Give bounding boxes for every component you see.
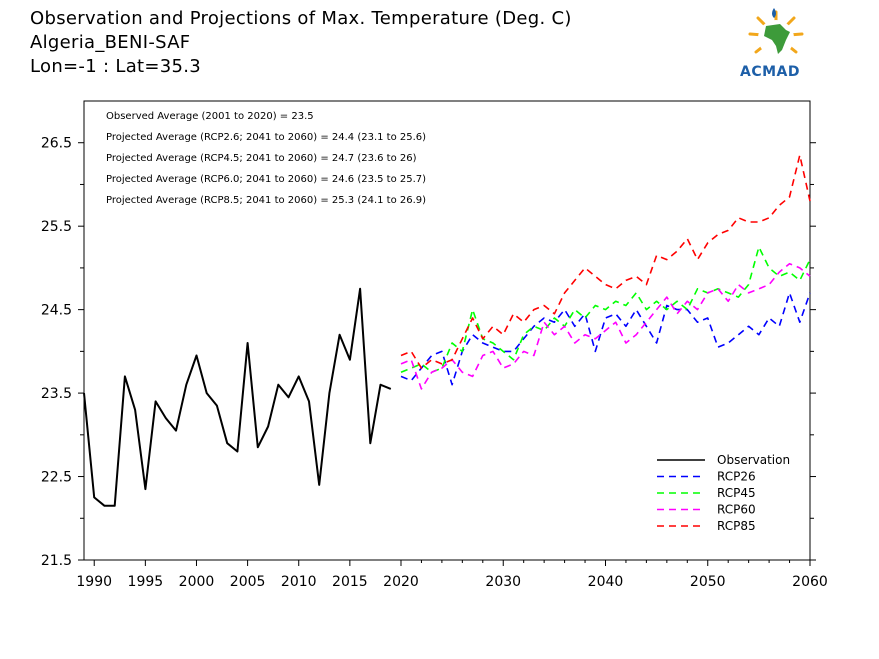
stat-line-2: Projected Average (RCP4.5; 2041 to 2060)… xyxy=(106,153,417,164)
station-coordinates: Lon=-1 : Lat=35.3 xyxy=(30,56,202,77)
y-tick-label-4: 25.5 xyxy=(41,219,72,235)
x-tick-label-3: 2005 xyxy=(230,574,266,590)
x-tick-label-4: 2010 xyxy=(281,574,317,590)
stat-line-3: Projected Average (RCP6.0; 2041 to 2060)… xyxy=(106,174,426,185)
station-name: Algeria_BENI-SAF xyxy=(30,32,191,53)
legend-label-observation: Observation xyxy=(717,453,790,467)
y-tick-label-3: 24.5 xyxy=(41,303,72,319)
x-tick-label-10: 2060 xyxy=(792,574,828,590)
y-tick-label-5: 26.5 xyxy=(41,136,72,152)
y-tick-label-0: 21.5 xyxy=(41,553,72,569)
x-tick-label-6: 2020 xyxy=(383,574,419,590)
series-lines xyxy=(83,154,811,507)
africa-map-logo-icon xyxy=(748,8,804,56)
y-tick-label-1: 22.5 xyxy=(41,470,72,486)
x-tick-label-0: 1990 xyxy=(76,574,112,590)
stat-line-4: Projected Average (RCP8.5; 2041 to 2060)… xyxy=(106,195,426,206)
stats-annotations: Observed Average (2001 to 2020) = 23.5 Pr… xyxy=(106,111,426,206)
x-tick-label-1: 1995 xyxy=(128,574,164,590)
legend: Observation RCP26 RCP45 RCP60 RCP85 xyxy=(657,453,790,533)
x-tick-label-9: 2050 xyxy=(690,574,726,590)
legend-label-rcp45: RCP45 xyxy=(717,486,756,500)
chart-title: Observation and Projections of Max. Temp… xyxy=(30,8,572,29)
x-tick-label-2: 2000 xyxy=(179,574,215,590)
axis-ticks: 21.5 22.5 23.5 24.5 25.5 26.5 1990 1995 2000 2005… xyxy=(41,136,828,590)
series-line-rcp60 xyxy=(400,262,811,390)
legend-label-rcp60: RCP60 xyxy=(717,503,756,517)
x-tick-label-8: 2040 xyxy=(588,574,624,590)
series-line-rcp85 xyxy=(400,154,811,369)
series-line-rcp45 xyxy=(400,246,811,374)
stat-line-0: Observed Average (2001 to 2020) = 23.5 xyxy=(106,111,314,122)
y-tick-label-2: 23.5 xyxy=(41,386,72,402)
series-line-rcp26 xyxy=(400,292,811,386)
legend-label-rcp85: RCP85 xyxy=(717,519,756,533)
x-tick-label-7: 2030 xyxy=(485,574,521,590)
series-line-observation xyxy=(83,287,392,507)
legend-label-rcp26: RCP26 xyxy=(717,470,756,484)
x-tick-label-5: 2015 xyxy=(332,574,368,590)
stat-line-1: Projected Average (RCP2.6; 2041 to 2060)… xyxy=(106,132,426,143)
plot-frame xyxy=(83,100,811,561)
logo-text: ACMAD xyxy=(740,64,800,80)
